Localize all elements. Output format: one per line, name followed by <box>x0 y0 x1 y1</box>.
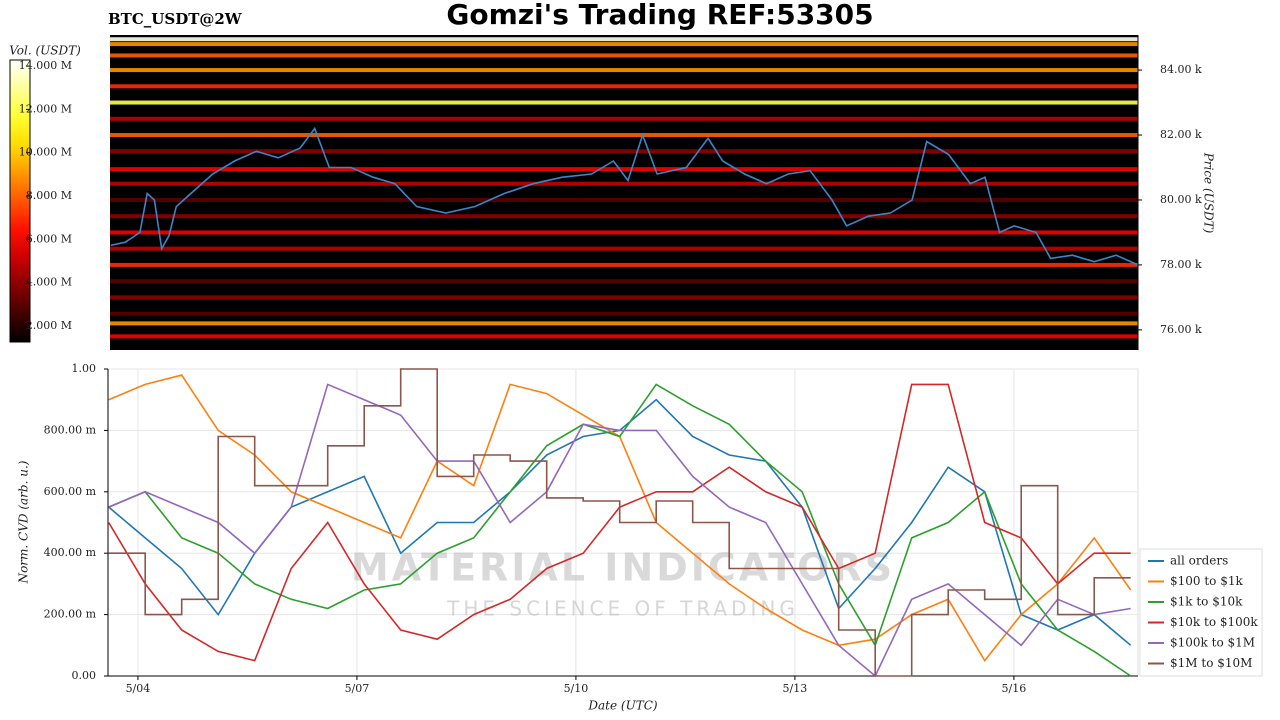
liquidity-band <box>110 167 1138 172</box>
cbar-label: Vol. (USDT) <box>9 44 81 58</box>
cvd-line <box>108 383 1131 678</box>
liquidity-band <box>110 100 1138 105</box>
y-tick-label: 84.00 k <box>1160 63 1202 76</box>
liquidity-band <box>110 53 1138 58</box>
legend-label: $10k to $100k <box>1170 615 1258 629</box>
watermark-sub: THE SCIENCE OF TRADING <box>446 597 799 621</box>
liquidity-band <box>110 133 1138 138</box>
chart-title: Gomzi's Trading REF:53305 <box>446 0 873 31</box>
price-line <box>110 126 1139 266</box>
liquidity-band <box>110 279 1138 284</box>
chart-subtitle: BTC_USDT@2W <box>108 10 243 28</box>
liquidity-band <box>110 214 1138 219</box>
y-tick-label: 78.00 k <box>1160 258 1202 271</box>
x-tick-label: 5/10 <box>564 682 589 695</box>
y-tick-label: 600.00 m <box>44 485 97 498</box>
liquidity-band <box>110 246 1138 251</box>
x-tick-label: 5/13 <box>783 682 808 695</box>
y-tick-label: 76.00 k <box>1160 323 1202 336</box>
y-axis-label: Norm. CVD (arb. u.) <box>17 460 31 584</box>
colorbar <box>9 59 31 343</box>
cbar-tick-label: 2.000 M <box>26 319 72 332</box>
x-tick-label: 5/07 <box>345 682 370 695</box>
liquidity-band <box>110 262 1138 267</box>
liquidity-band <box>110 116 1138 121</box>
y-axis-label: Price (USDT) <box>1202 152 1216 234</box>
watermark: MATERIAL INDICATORS <box>351 546 895 590</box>
liquidity-band <box>110 149 1138 154</box>
liquidity-band <box>110 321 1138 326</box>
liquidity-band <box>110 84 1138 89</box>
y-tick-label: 200.00 m <box>44 608 97 621</box>
cvd-line <box>108 383 1132 677</box>
y-tick-label: 0.00 <box>72 669 97 682</box>
y-tick-label: 800.00 m <box>44 423 97 436</box>
legend-label: $100 to $1k <box>1170 574 1243 588</box>
legend-label: $1k to $10k <box>1170 595 1243 609</box>
liquidity-band <box>110 37 1138 42</box>
legend-box <box>1139 548 1263 677</box>
heatmap-background <box>110 35 1138 350</box>
y-tick-label: 82.00 k <box>1160 128 1202 141</box>
liquidity-band <box>110 334 1138 339</box>
liquidity-band <box>110 295 1138 300</box>
liquidity-band <box>110 230 1138 235</box>
liquidity-band <box>110 197 1138 202</box>
liquidity-band <box>110 42 1138 47</box>
liquidity-band <box>110 181 1138 186</box>
liquidity-band <box>110 68 1138 73</box>
cbar-tick-label: 8.000 M <box>26 189 72 202</box>
legend-label: all orders <box>1170 554 1228 568</box>
x-axis-label: Date (UTC) <box>587 699 657 713</box>
cbar-tick-label: 6.000 M <box>26 232 72 245</box>
cbar-tick-label: 14.000 M <box>19 59 72 72</box>
cbar-tick-label: 12.000 M <box>19 102 72 115</box>
x-tick-label: 5/04 <box>126 682 151 695</box>
cbar-tick-label: 4.000 M <box>26 276 72 289</box>
legend-label: $1M to $10M <box>1170 656 1252 670</box>
y-tick-label: 1.00 <box>72 362 97 375</box>
x-tick-label: 5/16 <box>1002 682 1027 695</box>
legend-label: $100k to $1M <box>1170 636 1255 650</box>
y-tick-label: 80.00 k <box>1160 193 1202 206</box>
cbar-tick-label: 10.000 M <box>19 146 72 159</box>
cvd-line <box>108 368 1131 677</box>
y-tick-label: 400.00 m <box>44 546 97 559</box>
liquidity-band <box>110 311 1138 316</box>
